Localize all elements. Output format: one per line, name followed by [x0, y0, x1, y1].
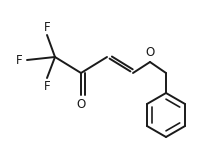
Text: O: O — [145, 46, 154, 59]
Text: F: F — [43, 21, 50, 33]
Text: O: O — [76, 98, 85, 111]
Text: F: F — [16, 54, 23, 66]
Text: F: F — [43, 80, 50, 93]
